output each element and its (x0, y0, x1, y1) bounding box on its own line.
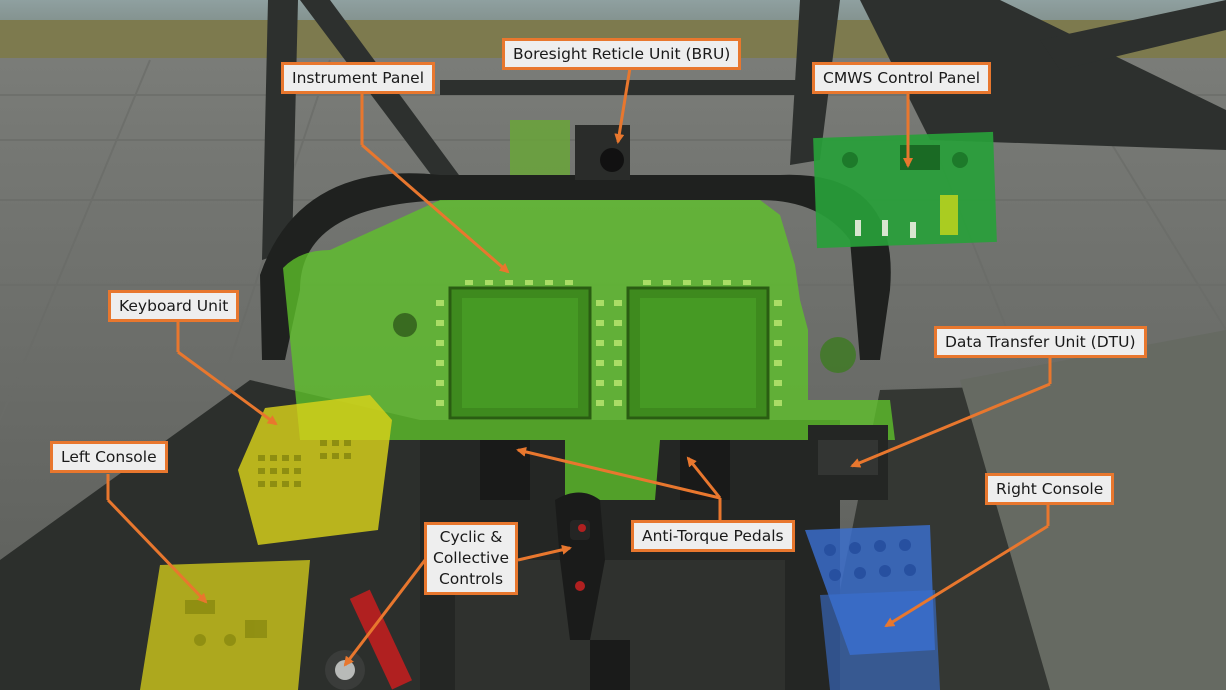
label-instrument-panel: Instrument Panel (281, 62, 436, 94)
label-right-console: Right Console (985, 473, 1115, 505)
label-keyboard-unit: Keyboard Unit (108, 290, 240, 322)
label-cyclic-collective-controls: Cyclic & Collective Controls (424, 522, 518, 595)
bru-optic (575, 125, 630, 180)
label-left-console: Left Console (50, 441, 168, 473)
panel-knob (393, 313, 417, 337)
cyclic-stick (555, 492, 630, 690)
label-anti-torque-pedals: Anti-Torque Pedals (631, 520, 795, 552)
right-fairing (960, 330, 1226, 690)
cmws-panel-graphic (813, 131, 997, 249)
mfd-left (436, 280, 604, 420)
keyboard-unit-graphic (238, 395, 392, 545)
label-data-transfer-unit: Data Transfer Unit (DTU) (934, 326, 1147, 358)
label-cyclic-line2: Collective (433, 549, 510, 567)
bru-housing (510, 120, 570, 175)
label-bru: Boresight Reticle Unit (BRU) (502, 38, 742, 70)
mfd-right (614, 280, 782, 420)
label-cmws-control-panel: CMWS Control Panel (812, 62, 992, 94)
left-pedal (480, 440, 530, 500)
canopy-frame (262, 0, 1226, 260)
label-cyclic-line1: Cyclic & (439, 528, 503, 546)
left-console-graphic (140, 560, 310, 690)
standby-instrument (820, 337, 856, 373)
label-cyclic-line3: Controls (438, 570, 504, 588)
leader-lines (106, 67, 1052, 667)
